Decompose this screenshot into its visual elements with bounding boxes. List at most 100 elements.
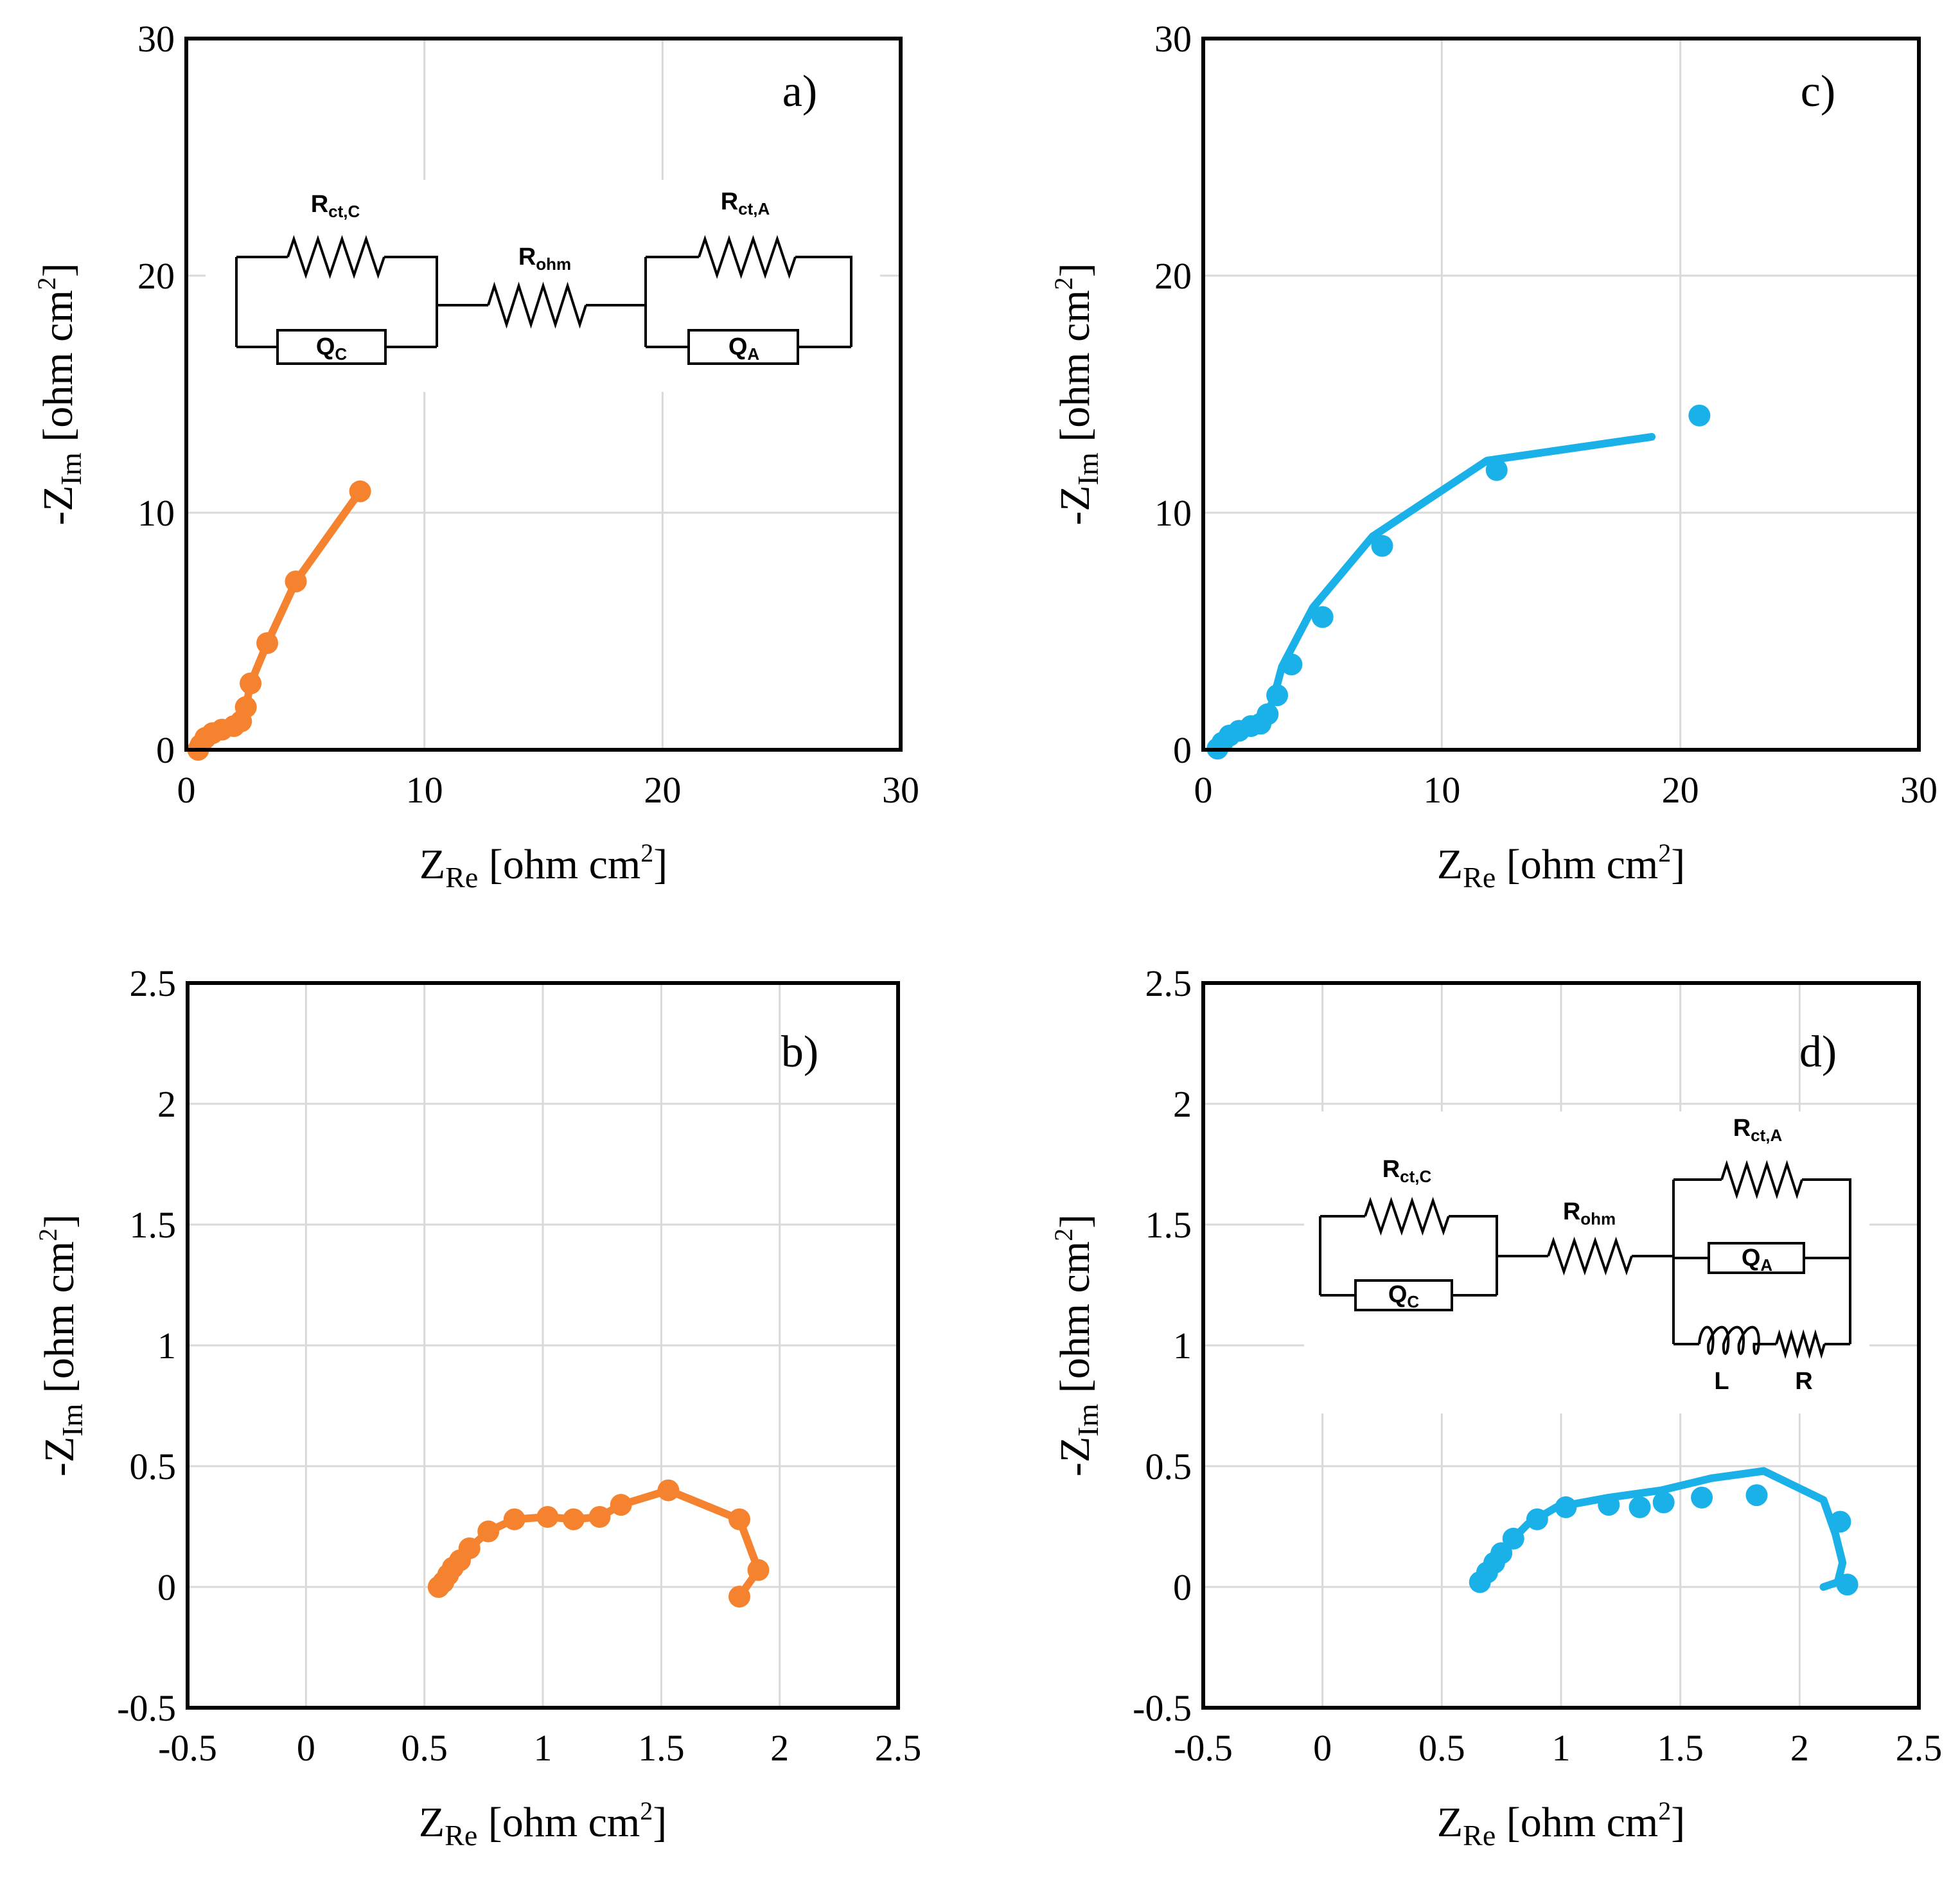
y-tick-label: -0.5 (1133, 1687, 1192, 1729)
chart-panel-2: -0.5 0 0.5 1 1.5 2 2.5 -0.5 0 0.5 1 1.5 2 2.5 ZRe [ohm… (33, 962, 921, 1852)
x-tick-label: 1 (534, 1727, 552, 1769)
resistor-symbol (1775, 1329, 1826, 1360)
label2-r: R (1795, 1368, 1812, 1395)
x-tick-label: 10 (1423, 769, 1460, 811)
series-line (194, 487, 364, 754)
label2-qa: QA (1742, 1245, 1773, 1275)
label-qa: QA (728, 333, 760, 364)
panel-label: d) (1799, 1027, 1837, 1077)
label2-qc: QC (1388, 1281, 1420, 1311)
y-tick-label: 2.5 (1145, 962, 1192, 1004)
inductor-symbol (1698, 1325, 1760, 1355)
data-point (503, 1508, 525, 1530)
chart-panel-4: Rct,C QC Rohm Rct,A QA L R -0.5 0 0.5 1 1.5 2 2.5 -0.5… (1049, 962, 1942, 1852)
series-line (1474, 1467, 1847, 1591)
y-tick-label: 1.5 (130, 1204, 177, 1246)
data-point (256, 632, 279, 654)
resistor-symbol (1720, 1160, 1803, 1200)
plot-frame (1201, 37, 1921, 752)
circuit2-wires-anode (1672, 1178, 1851, 1345)
label2-rct-c: Rct,C (1382, 1156, 1432, 1186)
x-tick-label: 1 (1552, 1727, 1571, 1769)
circuit-wires-anode (644, 256, 852, 348)
data-point (458, 1537, 481, 1559)
y-axis-title: -ZIm [ohm cm2] (32, 263, 87, 525)
x-tick-label: 30 (1900, 769, 1938, 811)
y-tick-label: 1.5 (1145, 1204, 1192, 1246)
y-tick-label: 1 (157, 1325, 176, 1367)
label-rohm: Rohm (518, 244, 571, 274)
series-line (1211, 432, 1656, 752)
chart-panel-1: Rct,C QC Rohm Rct,A QA 0 10 20 30 0 10 20 30 ZRe [ohm… (32, 18, 919, 894)
chart-panel-3: 0 10 20 30 0 10 20 30 ZRe [ohm cm2] -ZIm [ohm cm2… (1049, 18, 1938, 894)
x-tick-label: 2.5 (1896, 1727, 1943, 1769)
data-point (1688, 404, 1711, 427)
data-point (477, 1520, 500, 1543)
y-tick-label: 20 (137, 255, 175, 297)
panel-label: a) (782, 67, 817, 116)
data-point (234, 696, 257, 718)
x-axis-title: ZRe [ohm cm2] (1437, 1796, 1685, 1852)
data-point (657, 1479, 680, 1502)
y-tick-label: 0 (157, 1566, 176, 1608)
y-tick-label: 0 (156, 729, 175, 771)
x-tick-label: 20 (1662, 769, 1699, 811)
data-point (747, 1559, 770, 1581)
resistor-symbol (698, 235, 797, 279)
y-tick-label: 0.5 (1145, 1446, 1192, 1487)
y-tick-label: 0 (1173, 1566, 1192, 1608)
y-axis-title: -ZIm [ohm cm2] (1049, 263, 1104, 525)
data-point (285, 571, 307, 593)
cpe-symbol (276, 329, 387, 365)
x-tick-label: 2 (1790, 1727, 1809, 1769)
y-tick-label: 30 (1154, 18, 1192, 60)
y-axis-title: -ZIm [ohm cm2] (1049, 1214, 1104, 1476)
y-tick-label: 0.5 (130, 1446, 177, 1487)
y-tick-label: 10 (137, 492, 175, 534)
data-point (562, 1508, 585, 1530)
y-tick-label: 10 (1154, 492, 1192, 534)
resistor-symbol (287, 235, 385, 279)
y-tick-label: 2.5 (130, 962, 177, 1004)
y-tick-label: 20 (1154, 255, 1192, 297)
cpe-symbol (687, 329, 799, 365)
y-axis-title: -ZIm [ohm cm2] (33, 1214, 89, 1476)
y-tick-label: 2 (1173, 1083, 1192, 1125)
plot-frame (186, 981, 900, 1710)
plot-frame (184, 37, 903, 752)
x-tick-label: 2 (770, 1727, 789, 1769)
data-point (728, 1508, 750, 1530)
x-tick-label: -0.5 (1174, 1727, 1233, 1769)
data-point (1485, 459, 1508, 481)
data-point (1745, 1484, 1768, 1507)
data-point (240, 672, 262, 695)
plot-frame (1201, 981, 1921, 1710)
y-tick-label: 0 (1173, 729, 1192, 771)
x-tick-label: 1.5 (1657, 1727, 1704, 1769)
data-point (1691, 1486, 1713, 1509)
panel-label: c) (1801, 67, 1835, 116)
circuit-wires-cathode (235, 256, 438, 348)
label-rct-a: Rct,A (721, 188, 770, 218)
cpe-symbol (1708, 1242, 1805, 1274)
panel-label: b) (781, 1027, 818, 1077)
label-qc: QC (316, 333, 348, 364)
cpe-symbol (1354, 1279, 1453, 1311)
data-point (1311, 606, 1334, 628)
y-tick-label: 1 (1173, 1325, 1192, 1367)
x-tick-label: 0 (1313, 1727, 1332, 1769)
label2-rct-a: Rct,A (1733, 1115, 1783, 1145)
equivalent-circuit-diagram: Rct,C QC Rohm Rct,A QA (206, 180, 880, 392)
data-point (349, 480, 371, 502)
x-tick-label: 1.5 (638, 1727, 685, 1769)
equivalent-circuit-diagram-inductive: Rct,C QC Rohm Rct,A QA L R (1304, 1112, 1869, 1413)
x-tick-label: 0 (297, 1727, 315, 1769)
x-tick-label: 20 (644, 769, 681, 811)
data-point (1371, 535, 1393, 557)
resistor-symbol (487, 281, 587, 329)
y-tick-label: 2 (157, 1083, 176, 1125)
resistor-symbol (1547, 1236, 1633, 1276)
data-point (728, 1586, 750, 1608)
x-axis-title: ZRe [ohm cm2] (419, 838, 667, 894)
